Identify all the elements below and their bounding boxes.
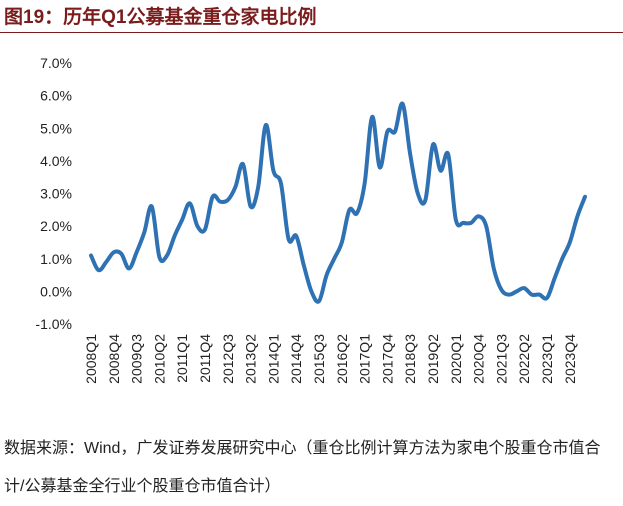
y-tick-label: 5.0% bbox=[40, 120, 72, 136]
data-line bbox=[89, 101, 587, 304]
x-tick-label: 2008Q4 bbox=[106, 334, 122, 384]
x-tick-label: 2008Q1 bbox=[83, 334, 99, 384]
x-tick-label: 2018Q3 bbox=[402, 334, 418, 384]
source-note: 数据来源：Wind，广发证券发展研究中心（重仓比例计算方法为家电个股重仓市值合计… bbox=[4, 440, 601, 495]
title-rule bbox=[0, 32, 623, 33]
x-tick-label: 2013Q2 bbox=[243, 334, 259, 384]
y-tick-label: 7.0% bbox=[40, 55, 72, 71]
x-tick-label: 2020Q1 bbox=[448, 334, 464, 384]
x-tick-label: 2022Q2 bbox=[516, 334, 532, 384]
y-tick-label: -1.0% bbox=[35, 316, 72, 332]
y-tick-label: 4.0% bbox=[40, 153, 72, 169]
x-tick-label: 2011Q1 bbox=[174, 334, 190, 383]
y-tick-label: 2.0% bbox=[40, 218, 72, 234]
x-tick-label: 2016Q2 bbox=[334, 334, 350, 384]
x-tick-label: 2009Q3 bbox=[129, 334, 145, 384]
x-tick-label: 2017Q1 bbox=[357, 334, 373, 384]
x-tick-label: 2023Q1 bbox=[539, 334, 555, 384]
x-tick-label: 2014Q4 bbox=[288, 334, 304, 384]
chart-title: 图19：历年Q1公募基金重仓家电比例 bbox=[4, 7, 317, 28]
x-tick-label: 2015Q3 bbox=[311, 334, 327, 384]
x-tick-label: 2012Q3 bbox=[220, 334, 236, 384]
x-tick-label: 2017Q4 bbox=[379, 334, 395, 384]
x-tick-label: 2014Q1 bbox=[265, 334, 281, 384]
chart: -1.0% 0.0% 1.0% 2.0% 3.0% 4.0% 5.0% 6.0% 7.0% 200… bbox=[35, 55, 587, 384]
y-tick-label: 0.0% bbox=[40, 283, 72, 299]
x-tick-label: 2019Q2 bbox=[425, 334, 441, 384]
x-tick-label: 2021Q3 bbox=[493, 334, 509, 384]
x-tick-label: 2011Q4 bbox=[197, 334, 213, 383]
x-tick-label: 2023Q4 bbox=[562, 334, 578, 384]
y-tick-label: 6.0% bbox=[40, 88, 72, 104]
x-tick-label: 2020Q4 bbox=[471, 334, 487, 384]
y-tick-label: 1.0% bbox=[40, 251, 72, 267]
y-tick-label: 3.0% bbox=[40, 186, 72, 202]
x-tick-label: 2010Q2 bbox=[151, 334, 167, 384]
